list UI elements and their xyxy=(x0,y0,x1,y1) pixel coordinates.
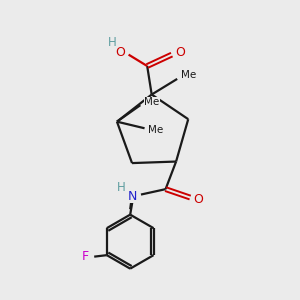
Text: H: H xyxy=(108,35,116,49)
Text: Me: Me xyxy=(148,125,164,135)
Text: O: O xyxy=(175,46,185,59)
Text: O: O xyxy=(115,46,125,59)
Text: H: H xyxy=(117,181,126,194)
Text: Me: Me xyxy=(181,70,196,80)
Text: F: F xyxy=(82,250,89,263)
Text: N: N xyxy=(128,190,137,202)
Text: Me: Me xyxy=(144,97,159,107)
Text: O: O xyxy=(194,194,203,206)
